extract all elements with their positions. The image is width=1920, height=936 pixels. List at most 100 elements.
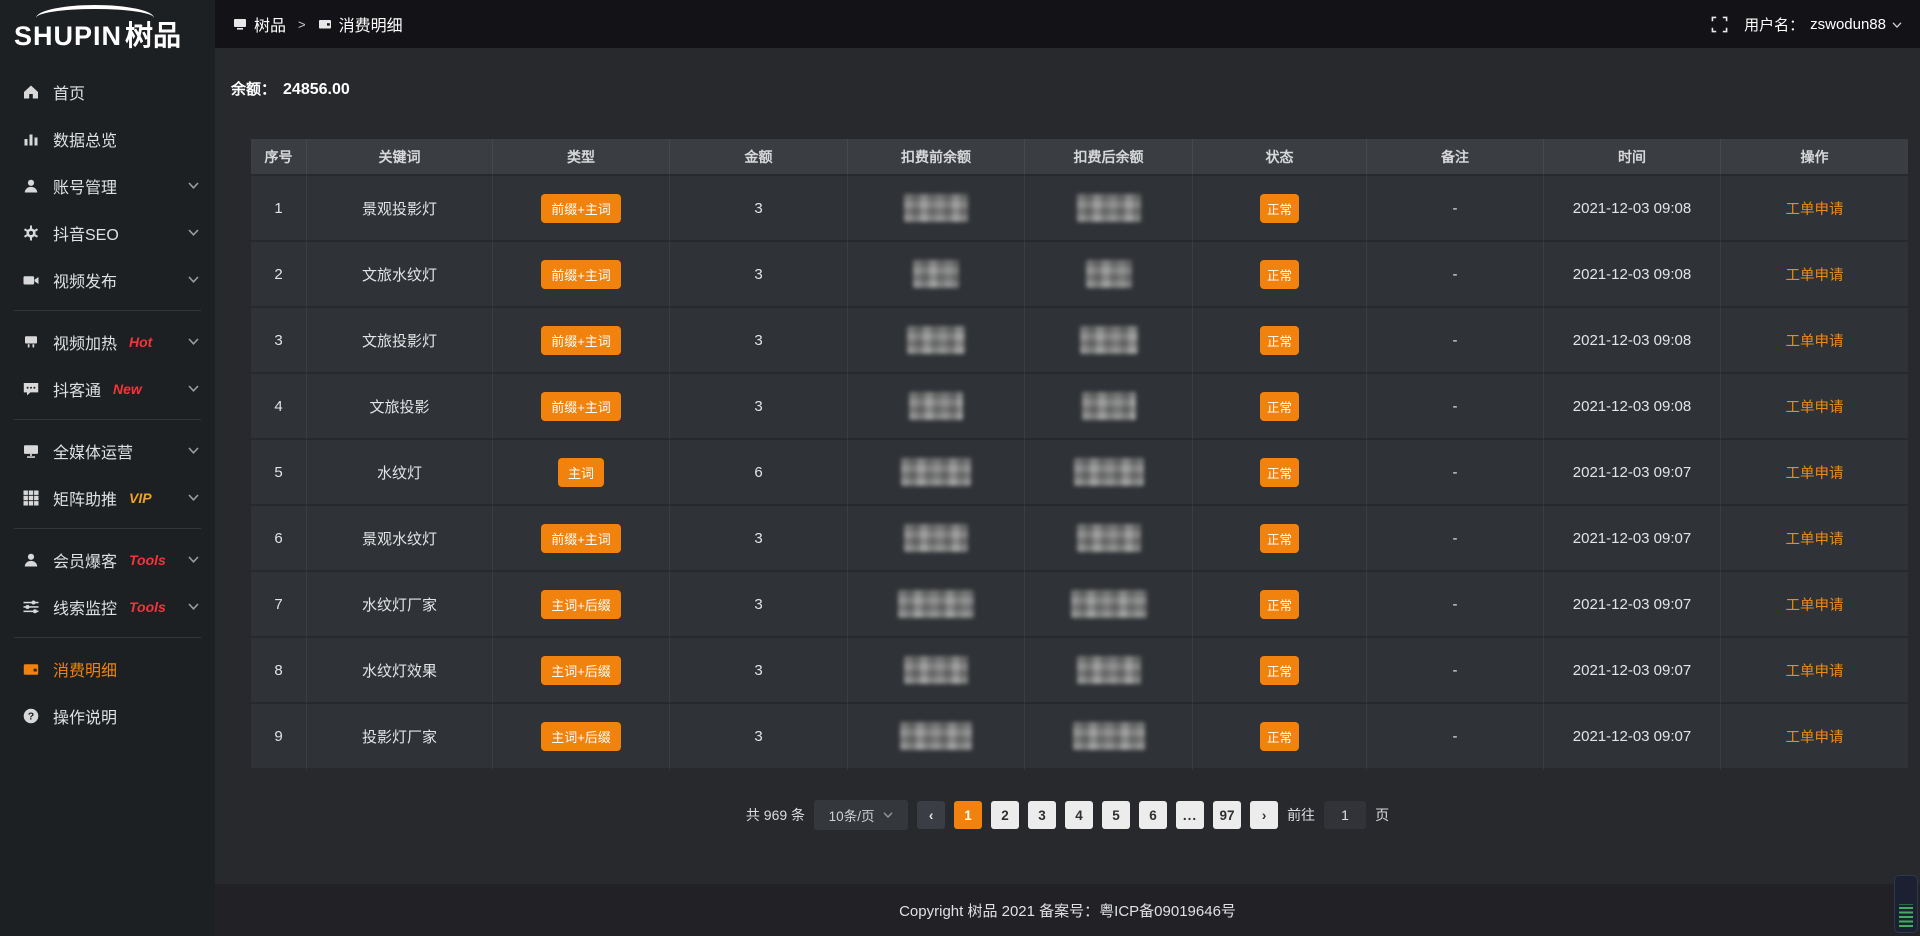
chevron-down-icon bbox=[883, 812, 893, 819]
cell-action: 工单申请 bbox=[1721, 374, 1908, 440]
col-remark: 备注 bbox=[1367, 139, 1544, 176]
menu-divider bbox=[14, 310, 201, 311]
more-pages-button[interactable]: ... bbox=[1176, 801, 1205, 829]
table-row: 9 投影灯厂家 主词+后缀 3 正常 - 2021-12-03 09:07 工单… bbox=[251, 704, 1908, 770]
sidebar-item-all-media[interactable]: 全媒体运营 bbox=[0, 427, 215, 474]
cell-balance-after bbox=[1025, 308, 1193, 374]
copyright-text: Copyright 树品 2021 备案号：粤ICP备09019646号 bbox=[899, 902, 1236, 920]
cell-amount: 3 bbox=[670, 506, 848, 572]
green-bars-icon bbox=[1899, 904, 1913, 927]
cell-balance-after bbox=[1025, 506, 1193, 572]
tools-badge: Tools bbox=[129, 551, 166, 568]
cell-balance-before bbox=[848, 242, 1025, 308]
balance: 余额： 24856.00 bbox=[231, 78, 1920, 99]
page-size-value: 10条/页 bbox=[828, 809, 875, 824]
page-button-1[interactable]: 1 bbox=[954, 801, 983, 829]
cell-balance-before bbox=[848, 572, 1025, 638]
type-badge: 前缀+主词 bbox=[541, 523, 621, 553]
breadcrumb-root[interactable]: 树品 bbox=[254, 18, 287, 35]
redacted-balance-before bbox=[904, 194, 968, 222]
work-order-link[interactable]: 工单申请 bbox=[1785, 531, 1844, 548]
page-button-3[interactable]: 3 bbox=[1028, 801, 1057, 829]
cell-balance-before bbox=[848, 176, 1025, 242]
sidebar-item-video-heat[interactable]: 视频加热 Hot bbox=[0, 318, 215, 365]
status-badge: 正常 bbox=[1259, 325, 1299, 355]
chevron-down-icon bbox=[188, 224, 199, 242]
cell-action: 工单申请 bbox=[1721, 506, 1908, 572]
sidebar-item-instructions[interactable]: ? 操作说明 bbox=[0, 692, 215, 739]
table-row: 8 水纹灯效果 主词+后缀 3 正常 - 2021-12-03 09:07 工单… bbox=[251, 638, 1908, 704]
sidebar-item-clue-monitor[interactable]: 线索监控 Tools bbox=[0, 583, 215, 630]
page-size-select[interactable]: 10条/页 bbox=[814, 800, 909, 830]
goto-page-input[interactable] bbox=[1324, 801, 1367, 829]
page-button-2[interactable]: 2 bbox=[991, 801, 1020, 829]
cell-balance-after bbox=[1025, 440, 1193, 506]
user-dropdown[interactable]: 用户名： zswodun88 bbox=[1744, 14, 1902, 35]
table-row: 4 文旅投影 前缀+主词 3 正常 - 2021-12-03 09:08 工单申… bbox=[251, 374, 1908, 440]
cell-remark: - bbox=[1367, 440, 1544, 506]
sidebar-item-data-overview[interactable]: 数据总览 bbox=[0, 115, 215, 162]
work-order-link[interactable]: 工单申请 bbox=[1785, 729, 1844, 746]
work-order-link[interactable]: 工单申请 bbox=[1785, 597, 1844, 614]
work-order-link[interactable]: 工单申请 bbox=[1785, 465, 1844, 482]
sidebar-item-account[interactable]: 账号管理 bbox=[0, 162, 215, 209]
work-order-link[interactable]: 工单申请 bbox=[1785, 399, 1844, 416]
sidebar-menu: 首页 数据总览 账号管理 抖音SEO 视频发布 视频加热 Hot bbox=[0, 62, 215, 739]
work-order-link[interactable]: 工单申请 bbox=[1785, 201, 1844, 218]
redacted-balance-after bbox=[1079, 326, 1138, 354]
status-badge: 正常 bbox=[1259, 655, 1299, 685]
breadcrumb-separator: > bbox=[298, 16, 306, 32]
chevron-down-icon bbox=[188, 271, 199, 289]
type-badge: 前缀+主词 bbox=[541, 325, 621, 355]
cell-keyword: 文旅投影灯 bbox=[307, 308, 493, 374]
sidebar-item-matrix-boost[interactable]: 矩阵助推 VIP bbox=[0, 474, 215, 521]
chat-icon bbox=[23, 382, 39, 395]
col-balance-before: 扣费前余额 bbox=[848, 139, 1025, 176]
username: zswodun88 bbox=[1810, 15, 1886, 33]
cell-balance-before bbox=[848, 638, 1025, 704]
status-badge: 正常 bbox=[1259, 259, 1299, 289]
corner-widget[interactable] bbox=[1894, 875, 1918, 933]
sidebar-item-douyin-seo[interactable]: 抖音SEO bbox=[0, 209, 215, 256]
sidebar-item-home[interactable]: 首页 bbox=[0, 68, 215, 115]
type-badge: 主词+后缀 bbox=[541, 589, 621, 619]
cell-type: 前缀+主词 bbox=[493, 242, 670, 308]
sidebar-item-video-publish[interactable]: 视频发布 bbox=[0, 256, 215, 303]
cell-action: 工单申请 bbox=[1721, 242, 1908, 308]
cell-type: 前缀+主词 bbox=[493, 176, 670, 242]
cell-keyword: 水纹灯效果 bbox=[307, 638, 493, 704]
cell-keyword: 景观水纹灯 bbox=[307, 506, 493, 572]
work-order-link[interactable]: 工单申请 bbox=[1785, 663, 1844, 680]
cell-type: 主词+后缀 bbox=[493, 572, 670, 638]
cell-keyword: 文旅投影 bbox=[307, 374, 493, 440]
page-button-4[interactable]: 4 bbox=[1065, 801, 1094, 829]
cell-time: 2021-12-03 09:08 bbox=[1544, 308, 1721, 374]
sidebar-item-consume-detail[interactable]: 消费明细 bbox=[0, 645, 215, 692]
prev-page-button[interactable]: ‹ bbox=[917, 801, 946, 829]
cell-amount: 3 bbox=[670, 308, 848, 374]
cell-seq: 7 bbox=[251, 572, 307, 638]
sidebar-item-douketong[interactable]: 抖客通 New bbox=[0, 365, 215, 412]
cell-type: 主词+后缀 bbox=[493, 704, 670, 770]
cell-keyword: 投影灯厂家 bbox=[307, 704, 493, 770]
cell-seq: 9 bbox=[251, 704, 307, 770]
balance-label: 余额： bbox=[231, 81, 277, 98]
work-order-link[interactable]: 工单申请 bbox=[1785, 333, 1844, 350]
cell-status: 正常 bbox=[1193, 506, 1367, 572]
sidebar-item-label: 账号管理 bbox=[53, 179, 118, 197]
page-button-6[interactable]: 6 bbox=[1139, 801, 1168, 829]
page-button-97[interactable]: 97 bbox=[1213, 801, 1242, 829]
home-icon bbox=[24, 85, 38, 98]
table-row: 1 景观投影灯 前缀+主词 3 正常 - 2021-12-03 09:08 工单… bbox=[251, 176, 1908, 242]
pagination-total: 共 969 条 bbox=[745, 807, 806, 823]
type-badge: 前缀+主词 bbox=[541, 193, 621, 223]
type-badge: 主词+后缀 bbox=[541, 655, 621, 685]
sidebar-item-member-burst[interactable]: 会员爆客 Tools bbox=[0, 536, 215, 583]
redacted-balance-after bbox=[1081, 392, 1136, 420]
cell-remark: - bbox=[1367, 242, 1544, 308]
page-button-5[interactable]: 5 bbox=[1102, 801, 1131, 829]
work-order-link[interactable]: 工单申请 bbox=[1785, 267, 1844, 284]
next-page-button[interactable]: › bbox=[1250, 801, 1279, 829]
cell-balance-after bbox=[1025, 704, 1193, 770]
fullscreen-button[interactable] bbox=[1711, 16, 1728, 33]
